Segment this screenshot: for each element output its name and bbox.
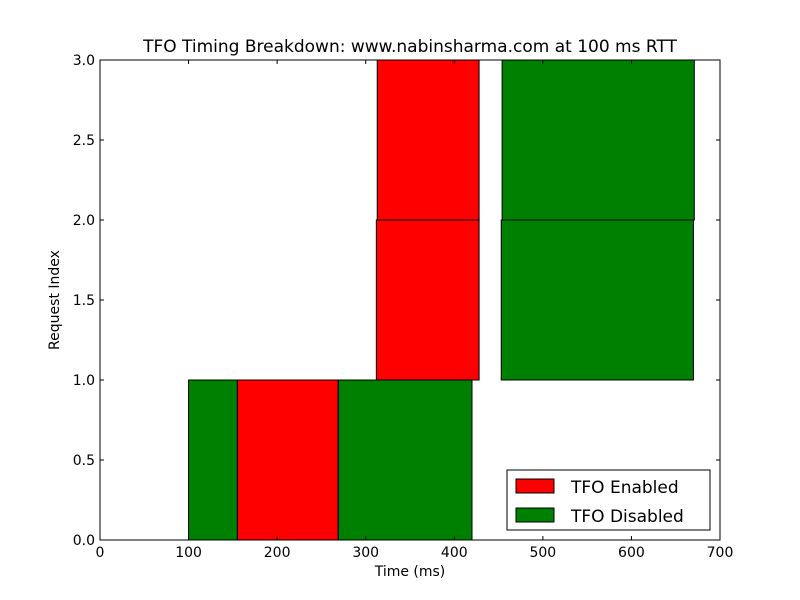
y-tick-label: 3.0 [73, 53, 95, 69]
legend-label-enabled: TFO Enabled [570, 478, 679, 498]
y-tick-label: 0.5 [73, 453, 95, 469]
bar-tfo-disabled-3 [501, 59, 695, 221]
bar-tfo-disabled-0 [188, 379, 238, 541]
legend-swatch-disabled [515, 507, 555, 523]
bar-tfo-enabled-2 [376, 59, 480, 221]
legend-label-disabled: TFO Disabled [570, 507, 684, 527]
legend-swatch-enabled [515, 478, 555, 494]
chart-title: TFO Timing Breakdown: www.nabinsharma.co… [142, 37, 677, 57]
x-tick-label: 600 [618, 545, 645, 561]
bar-tfo-disabled-2 [500, 219, 694, 381]
y-tick-label: 1.5 [73, 293, 95, 309]
x-tick-label: 100 [175, 545, 202, 561]
y-ticks: 0.0 0.5 1.0 1.5 2.0 2.5 3.0 [73, 53, 720, 549]
bar-tfo-enabled-0 [236, 379, 339, 541]
bar-tfo-disabled-1 [337, 379, 473, 541]
x-tick-label: 200 [264, 545, 291, 561]
bar-tfo-enabled-1 [375, 219, 480, 381]
x-ticks: 0 100 200 300 400 500 600 700 [96, 60, 734, 561]
y-axis-label: Request Index [47, 250, 63, 350]
x-tick-label: 700 [707, 545, 734, 561]
x-tick-label: 400 [441, 545, 468, 561]
x-axis-label: Time (ms) [374, 564, 446, 580]
x-tick-label: 500 [529, 545, 556, 561]
y-tick-label: 2.5 [73, 133, 95, 149]
x-tick-label: 300 [352, 545, 379, 561]
y-tick-label: 0.0 [73, 533, 95, 549]
y-tick-label: 1.0 [73, 373, 95, 389]
x-tick-label: 0 [96, 545, 105, 561]
bars-layer [188, 59, 695, 541]
legend: TFO Enabled TFO Disabled [506, 469, 711, 531]
y-tick-label: 2.0 [73, 213, 95, 229]
